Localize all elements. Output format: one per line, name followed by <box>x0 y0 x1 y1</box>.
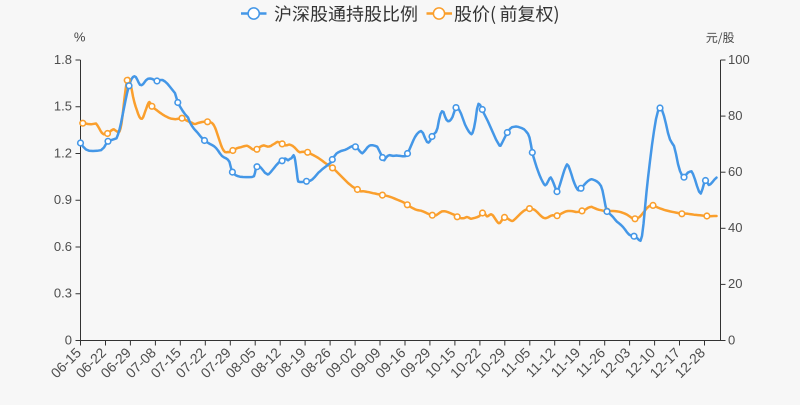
svg-text:100: 100 <box>728 52 750 67</box>
svg-text:80: 80 <box>728 108 742 123</box>
svg-text:40: 40 <box>728 220 742 235</box>
svg-text:%: % <box>74 29 86 44</box>
svg-text:0.9: 0.9 <box>54 192 72 207</box>
svg-text:20: 20 <box>728 276 742 291</box>
svg-text:0.3: 0.3 <box>54 286 72 301</box>
svg-text:1.5: 1.5 <box>54 99 72 114</box>
svg-text:0: 0 <box>65 332 72 347</box>
svg-text:0: 0 <box>728 332 735 347</box>
svg-text:1.8: 1.8 <box>54 52 72 67</box>
svg-text:60: 60 <box>728 164 742 179</box>
svg-text:1.2: 1.2 <box>54 145 72 160</box>
svg-text:0.6: 0.6 <box>54 239 72 254</box>
